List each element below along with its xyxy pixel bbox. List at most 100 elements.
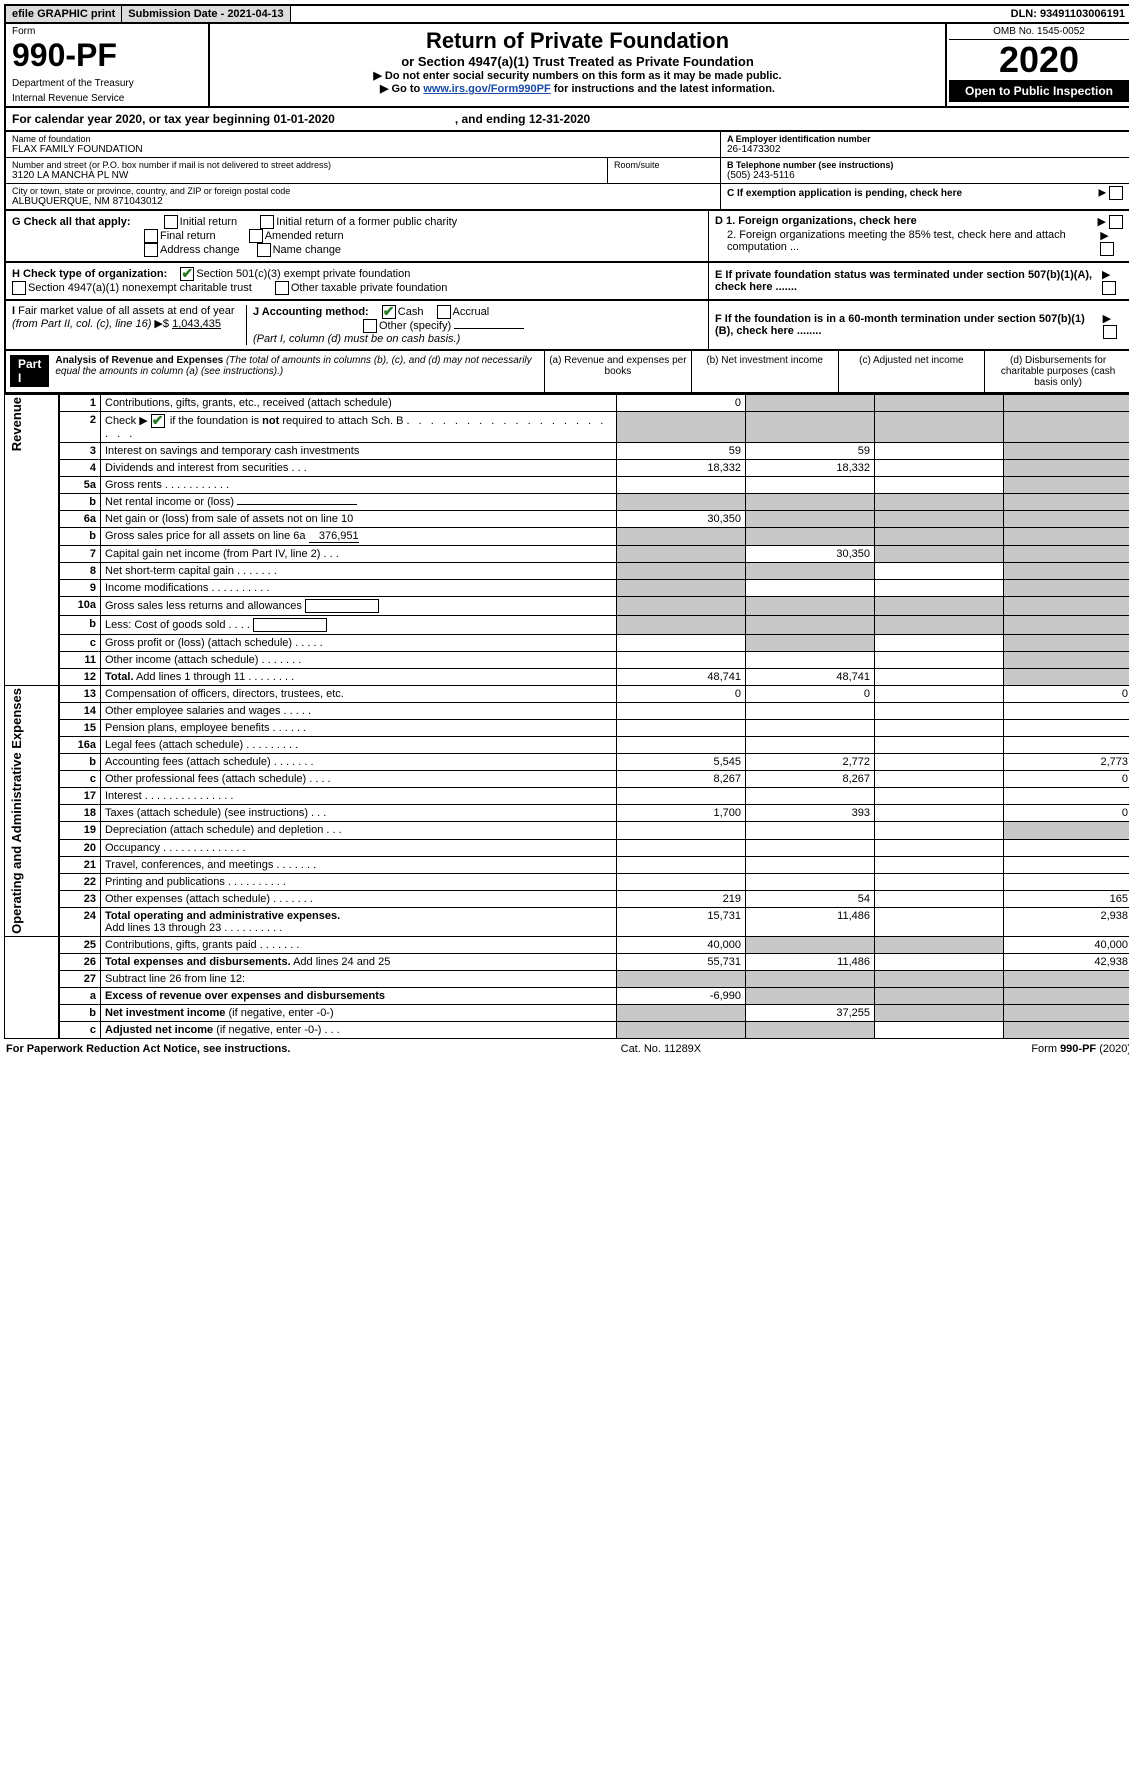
lbl-name-change: Name change <box>273 244 342 256</box>
form-title: Return of Private Foundation <box>220 28 935 54</box>
r12-num: 12 <box>59 669 101 686</box>
r27c-num: c <box>59 1021 101 1038</box>
cb-accrual[interactable] <box>437 305 451 319</box>
cb-501c3[interactable] <box>180 267 194 281</box>
r6a-desc: Net gain or (loss) from sale of assets n… <box>101 511 617 528</box>
r5b-desc: Net rental income or (loss) <box>101 494 617 511</box>
r20-num: 20 <box>59 839 101 856</box>
row-13: Operating and Administrative Expenses 13… <box>5 686 1129 703</box>
cb-status-terminated[interactable] <box>1102 281 1116 295</box>
j-note: (Part I, column (d) must be on cash basi… <box>253 333 460 345</box>
street-label: Number and street (or P.O. box number if… <box>12 160 601 170</box>
r22-desc: Printing and publications . . . . . . . … <box>101 873 617 890</box>
r12-a: 48,741 <box>617 669 746 686</box>
r10b-num: b <box>59 616 101 635</box>
r27a-desc: Excess of revenue over expenses and disb… <box>101 987 617 1004</box>
r21-num: 21 <box>59 856 101 873</box>
row-16b: bAccounting fees (attach schedule) . . .… <box>5 754 1129 771</box>
row-17: 17Interest . . . . . . . . . . . . . . . <box>5 788 1129 805</box>
fmv-value: 1,043,435 <box>172 318 221 330</box>
r24-a: 15,731 <box>617 907 746 936</box>
part1-badge: Part I <box>10 355 49 387</box>
cb-cash[interactable] <box>382 305 396 319</box>
efile-print-button[interactable]: efile GRAPHIC print <box>6 6 122 22</box>
lbl-501c3: Section 501(c)(3) exempt private foundat… <box>196 268 410 280</box>
row-12: 12 Total. Add lines 1 through 11 . . . .… <box>5 669 1129 686</box>
r12-b: 48,741 <box>746 669 875 686</box>
city-value: ALBUQUERQUE, NM 871043012 <box>12 196 714 207</box>
cb-schb-not-required[interactable] <box>151 414 165 428</box>
row-7: 7 Capital gain net income (from Part IV,… <box>5 546 1129 563</box>
row-1: Revenue 1 Contributions, gifts, grants, … <box>5 395 1129 412</box>
f-label: F If the foundation is in a 60-month ter… <box>715 313 1103 337</box>
cb-initial-return-former[interactable] <box>260 215 274 229</box>
ein-value: 26-1473302 <box>727 144 1125 155</box>
r6a-a: 30,350 <box>617 511 746 528</box>
cb-final-return[interactable] <box>144 229 158 243</box>
r11-num: 11 <box>59 652 101 669</box>
cat-no: Cat. No. 11289X <box>621 1043 702 1055</box>
lbl-final-return: Final return <box>160 230 216 242</box>
row-9: 9 Income modifications . . . . . . . . .… <box>5 580 1129 597</box>
r23-desc: Other expenses (attach schedule) . . . .… <box>101 890 617 907</box>
cb-name-change[interactable] <box>257 243 271 257</box>
instructions-link[interactable]: www.irs.gov/Form990PF <box>423 83 550 95</box>
goto-prefix: ▶ Go to <box>380 83 423 95</box>
cb-other-taxable[interactable] <box>275 281 289 295</box>
r16c-desc: Other professional fees (attach schedule… <box>101 771 617 788</box>
section-g-d: G Check all that apply: Initial return I… <box>4 211 1129 263</box>
cb-address-change[interactable] <box>144 243 158 257</box>
row-10a: 10a Gross sales less returns and allowan… <box>5 597 1129 616</box>
cb-60-month[interactable] <box>1103 325 1117 339</box>
r18-d: 0 <box>1004 805 1129 822</box>
row-27b: b Net investment income (if negative, en… <box>5 1004 1129 1021</box>
h-label: H Check type of organization: <box>12 268 167 280</box>
telephone-value: (505) 243-5116 <box>727 170 1125 181</box>
room-label: Room/suite <box>614 160 714 170</box>
analysis-table: Revenue 1 Contributions, gifts, grants, … <box>4 394 1129 1039</box>
row-22: 22Printing and publications . . . . . . … <box>5 873 1129 890</box>
r19-desc: Depreciation (attach schedule) and deple… <box>101 822 617 839</box>
r16b-d: 2,773 <box>1004 754 1129 771</box>
row-18: 18Taxes (attach schedule) (see instructi… <box>5 805 1129 822</box>
r23-a: 219 <box>617 890 746 907</box>
r18-b: 393 <box>746 805 875 822</box>
lbl-amended-return: Amended return <box>265 230 344 242</box>
r13-b: 0 <box>746 686 875 703</box>
r4-a: 18,332 <box>617 460 746 477</box>
open-to-public: Open to Public Inspection <box>949 80 1129 102</box>
cb-foreign-org[interactable] <box>1109 215 1123 229</box>
r7-b: 30,350 <box>746 546 875 563</box>
foundation-name: FLAX FAMILY FOUNDATION <box>12 144 714 155</box>
r21-desc: Travel, conferences, and meetings . . . … <box>101 856 617 873</box>
row-2: 2 Check ▶ if the foundation is not requi… <box>5 412 1129 443</box>
revenue-side-label: Revenue <box>9 397 24 451</box>
cb-other-method[interactable] <box>363 319 377 333</box>
r24-num: 24 <box>59 907 101 936</box>
dln: DLN: 93491103006191 <box>1005 6 1129 22</box>
cb-initial-return[interactable] <box>164 215 178 229</box>
instructions-line: ▶ Go to www.irs.gov/Form990PF for instru… <box>220 82 935 95</box>
exemption-pending-checkbox[interactable] <box>1109 186 1123 200</box>
r13-a: 0 <box>617 686 746 703</box>
omb-number: OMB No. 1545-0052 <box>949 26 1129 40</box>
r16a-desc: Legal fees (attach schedule) . . . . . .… <box>101 737 617 754</box>
r8-desc: Net short-term capital gain . . . . . . … <box>101 563 617 580</box>
lbl-initial-return: Initial return <box>180 216 237 228</box>
cb-amended-return[interactable] <box>249 229 263 243</box>
cb-foreign-85[interactable] <box>1100 242 1114 256</box>
r16a-num: 16a <box>59 737 101 754</box>
r4-desc: Dividends and interest from securities .… <box>101 460 617 477</box>
r20-desc: Occupancy . . . . . . . . . . . . . . <box>101 839 617 856</box>
form-label: Form <box>12 26 202 37</box>
cb-4947a1[interactable] <box>12 281 26 295</box>
r3-a: 59 <box>617 443 746 460</box>
d1-label: D 1. Foreign organizations, check here <box>715 215 917 229</box>
form-header: Form 990-PF Department of the Treasury I… <box>4 24 1129 108</box>
r25-desc: Contributions, gifts, grants paid . . . … <box>101 936 617 953</box>
telephone-label: B Telephone number (see instructions) <box>727 160 1125 170</box>
dept-treasury: Department of the Treasury <box>12 78 202 89</box>
g-label: G Check all that apply: <box>12 216 131 228</box>
row-6b: b Gross sales price for all assets on li… <box>5 528 1129 546</box>
lbl-other-method: Other (specify) <box>379 320 451 332</box>
